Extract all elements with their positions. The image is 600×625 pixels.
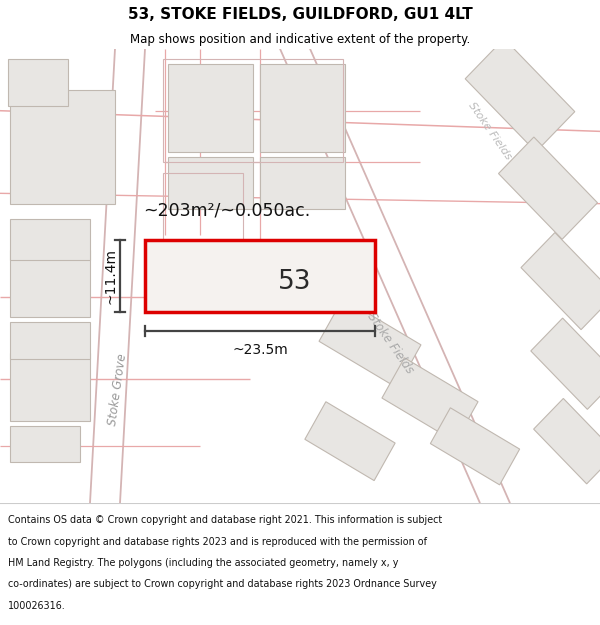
Bar (10, 250, 90, 318)
Bar (168, 64, 253, 152)
Text: 53: 53 (278, 269, 311, 295)
Text: Map shows position and indicative extent of the property.: Map shows position and indicative extent… (130, 32, 470, 46)
Bar (10, 90, 115, 204)
Bar (260, 64, 345, 152)
Text: 100026316.: 100026316. (8, 601, 65, 611)
Bar (260, 157, 345, 209)
Text: Stoke Fields: Stoke Fields (467, 101, 514, 162)
Text: co-ordinates) are subject to Crown copyright and database rights 2023 Ordnance S: co-ordinates) are subject to Crown copyr… (8, 579, 437, 589)
Bar (10, 353, 90, 421)
Bar (145, 240, 375, 312)
Polygon shape (531, 318, 600, 409)
Polygon shape (319, 298, 421, 388)
Text: Stoke Grove: Stoke Grove (107, 352, 130, 426)
Text: HM Land Registry. The polygons (including the associated geometry, namely x, y: HM Land Registry. The polygons (includin… (8, 558, 398, 568)
Polygon shape (521, 232, 600, 329)
Bar (10, 426, 80, 462)
Bar (163, 173, 243, 245)
Text: ~23.5m: ~23.5m (232, 343, 288, 357)
Text: ~11.4m: ~11.4m (103, 248, 117, 304)
Polygon shape (499, 137, 598, 239)
Bar (168, 157, 253, 209)
Bar (10, 219, 90, 261)
Bar (10, 322, 90, 359)
Polygon shape (305, 402, 395, 481)
Polygon shape (465, 39, 575, 152)
Text: Contains OS data © Crown copyright and database right 2021. This information is : Contains OS data © Crown copyright and d… (8, 515, 442, 525)
Polygon shape (430, 408, 520, 485)
Text: to Crown copyright and database rights 2023 and is reproduced with the permissio: to Crown copyright and database rights 2… (8, 537, 427, 547)
Polygon shape (533, 399, 600, 484)
Bar (163, 59, 343, 162)
Bar (8, 59, 68, 106)
Text: 53, STOKE FIELDS, GUILDFORD, GU1 4LT: 53, STOKE FIELDS, GUILDFORD, GU1 4LT (128, 7, 472, 22)
Text: ~203m²/~0.050ac.: ~203m²/~0.050ac. (143, 202, 310, 220)
Text: Stoke Fields: Stoke Fields (364, 310, 416, 376)
Polygon shape (382, 357, 478, 442)
